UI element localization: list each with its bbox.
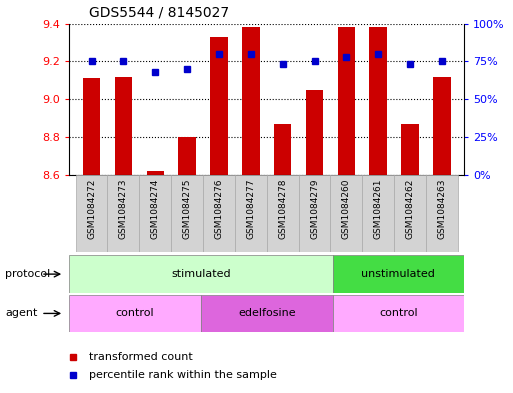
- Bar: [201, 295, 332, 332]
- Bar: [140, 175, 171, 252]
- Text: GSM1084261: GSM1084261: [374, 179, 383, 239]
- Bar: [203, 175, 235, 252]
- Text: control: control: [116, 309, 154, 318]
- Text: GSM1084272: GSM1084272: [87, 179, 96, 239]
- Bar: [83, 79, 101, 175]
- Text: unstimulated: unstimulated: [362, 269, 436, 279]
- Bar: [332, 295, 464, 332]
- Bar: [433, 77, 451, 175]
- Bar: [394, 175, 426, 252]
- Text: percentile rank within the sample: percentile rank within the sample: [89, 370, 277, 380]
- Bar: [235, 175, 267, 252]
- Text: GSM1084276: GSM1084276: [214, 179, 224, 239]
- Bar: [242, 28, 260, 175]
- Bar: [401, 124, 419, 175]
- Text: stimulated: stimulated: [171, 269, 231, 279]
- Text: GSM1084273: GSM1084273: [119, 179, 128, 239]
- Text: transformed count: transformed count: [89, 352, 193, 362]
- Bar: [114, 77, 132, 175]
- Bar: [330, 175, 362, 252]
- Bar: [426, 175, 458, 252]
- Bar: [147, 171, 164, 175]
- Text: protocol: protocol: [5, 269, 50, 279]
- Bar: [306, 90, 323, 175]
- Text: GSM1084277: GSM1084277: [246, 179, 255, 239]
- Bar: [369, 28, 387, 175]
- Text: control: control: [379, 309, 418, 318]
- Text: GSM1084263: GSM1084263: [438, 179, 446, 239]
- Text: GSM1084275: GSM1084275: [183, 179, 192, 239]
- Text: agent: agent: [5, 309, 37, 318]
- Bar: [274, 124, 291, 175]
- Bar: [210, 37, 228, 175]
- Text: GSM1084260: GSM1084260: [342, 179, 351, 239]
- Text: GDS5544 / 8145027: GDS5544 / 8145027: [89, 6, 229, 20]
- Text: GSM1084279: GSM1084279: [310, 179, 319, 239]
- Bar: [332, 255, 464, 293]
- Bar: [69, 295, 201, 332]
- Bar: [171, 175, 203, 252]
- Bar: [362, 175, 394, 252]
- Text: GSM1084262: GSM1084262: [406, 179, 415, 239]
- Bar: [108, 175, 140, 252]
- Text: GSM1084274: GSM1084274: [151, 179, 160, 239]
- Bar: [338, 28, 355, 175]
- Bar: [267, 175, 299, 252]
- Text: GSM1084278: GSM1084278: [278, 179, 287, 239]
- Bar: [75, 175, 108, 252]
- Bar: [299, 175, 330, 252]
- Text: edelfosine: edelfosine: [238, 309, 295, 318]
- Bar: [179, 137, 196, 175]
- Bar: [69, 255, 332, 293]
